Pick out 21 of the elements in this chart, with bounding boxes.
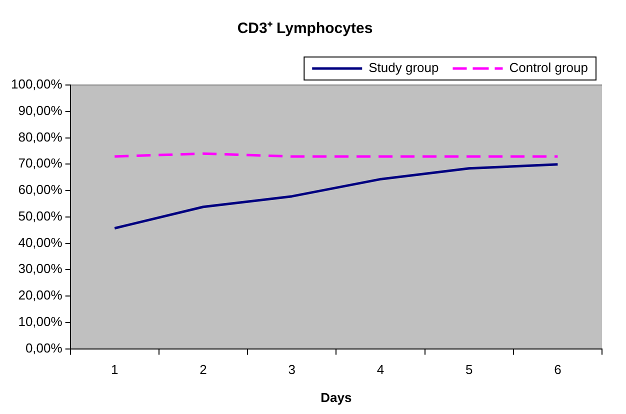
x-tick-label: 2 [200,362,207,378]
legend-label: Control group [509,60,588,76]
y-tick-label: 20,00% [18,288,63,303]
chart-title: CD3⁺ Lymphocytes [237,20,373,38]
y-tick-label: 60,00% [18,182,63,198]
x-tick-label: 1 [111,362,118,378]
y-tick-label: 0,00% [25,340,63,356]
x-axis-title: Days [320,390,352,405]
y-tick-label: 30,00% [18,261,63,276]
y-tick-label: 80,00% [18,129,63,144]
legend-label: Study group [368,60,439,76]
y-tick-label: 10,00% [18,314,63,329]
y-tick-label: 70,00% [18,156,63,171]
y-tick-label: 50,00% [18,208,63,224]
y-tick-label: 90,00% [18,102,63,118]
x-tick-label: 6 [554,362,562,378]
x-tick-label: 3 [288,362,296,378]
y-tick-label: 100,00% [10,76,63,92]
x-tick-label: 5 [465,362,473,378]
y-tick-label: 40,00% [18,234,63,250]
x-tick-label: 4 [376,362,384,378]
